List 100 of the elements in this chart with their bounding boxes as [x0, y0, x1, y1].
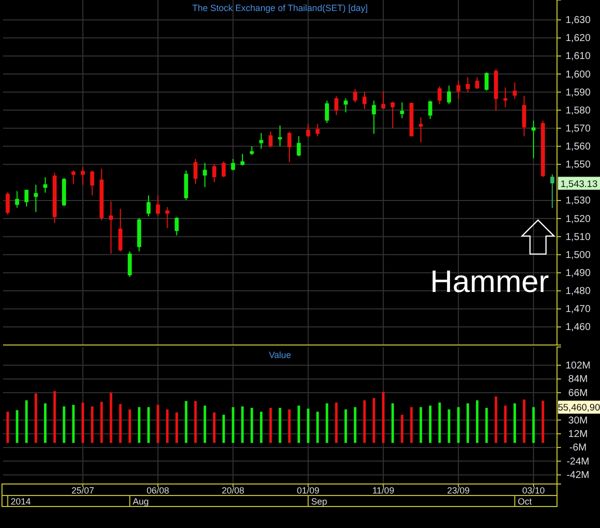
bar [363, 400, 366, 443]
y-tick-label: 1,550 [565, 160, 591, 171]
bar [194, 401, 197, 443]
y-tick-label: 84M [568, 374, 588, 386]
y-tick-label: 1,580 [565, 105, 591, 116]
bar [34, 393, 38, 443]
candlestick [259, 132, 264, 150]
bar [532, 407, 535, 443]
candlestick [146, 194, 151, 217]
candlestick [128, 250, 132, 278]
bar [250, 408, 254, 443]
bar [522, 400, 526, 443]
bar [138, 407, 140, 443]
candlestick [484, 72, 489, 92]
candlestick [353, 88, 358, 103]
candlestick [24, 189, 28, 207]
candlestick [287, 131, 292, 163]
bar [16, 410, 18, 443]
bar [306, 408, 310, 443]
bar [241, 406, 244, 443]
candlestick [90, 170, 94, 196]
text: 2014 [10, 496, 31, 506]
bar [428, 406, 432, 443]
bar [316, 412, 319, 443]
candlestick [475, 76, 480, 90]
bar [72, 404, 75, 443]
candlestick [6, 192, 10, 216]
candlestick [306, 123, 310, 138]
candlestick [231, 158, 236, 172]
bar [110, 392, 112, 443]
y-tick-label: 12M [568, 428, 588, 440]
x-tick-label: 01/09 [296, 486, 320, 496]
bar [156, 404, 160, 443]
annotation: Hammer [430, 264, 549, 300]
candlestick [240, 153, 244, 166]
x-tick-label: 23/09 [447, 486, 470, 496]
bar [298, 406, 300, 443]
bar [232, 407, 234, 443]
bar [448, 409, 450, 443]
bar [128, 409, 132, 443]
bar [504, 406, 507, 443]
y-tick-label: 1,600 [565, 69, 591, 80]
candlestick [268, 131, 273, 148]
candlestick [80, 166, 85, 186]
bar [269, 408, 272, 443]
bar [542, 400, 544, 443]
candlestick [193, 158, 198, 184]
candlestick [532, 120, 536, 159]
candlestick [418, 116, 423, 143]
bar [400, 414, 404, 443]
candlestick [316, 123, 320, 137]
bar [82, 402, 84, 443]
candlestick [428, 100, 432, 120]
bar [213, 412, 216, 443]
bar [119, 404, 122, 443]
candlestick [34, 184, 38, 213]
y-tick-label: 1,560 [565, 142, 591, 153]
y-tick-label: 1,570 [565, 123, 591, 134]
bar [100, 402, 103, 443]
bar [222, 414, 225, 443]
candlestick [456, 80, 460, 100]
y-tick-label: -24M [566, 456, 590, 468]
bar [288, 409, 291, 443]
x-tick-label: 11/09 [372, 486, 394, 496]
candlestick [118, 208, 122, 252]
candlestick [15, 190, 20, 208]
y-tick-label: 1,610 [565, 51, 591, 62]
bar [410, 407, 413, 443]
y-tick-label: 1,460 [565, 322, 591, 334]
candlestick [400, 102, 404, 119]
candlestick [212, 163, 216, 183]
x-tick-label: 06/08 [146, 486, 170, 496]
bar [391, 403, 394, 443]
bar [204, 406, 206, 443]
bar [260, 412, 262, 443]
candlestick [466, 76, 470, 93]
candlestick [165, 206, 170, 229]
bar [166, 409, 169, 443]
bar [485, 408, 488, 443]
candlestick [324, 100, 329, 124]
y-tick-label: 1,630 [565, 15, 591, 26]
candlestick [296, 136, 301, 157]
y-tick-label: -6M [569, 442, 587, 454]
bar [476, 400, 478, 443]
bar [62, 406, 66, 443]
candlestick [156, 194, 160, 216]
y-tick-label: 1,500 [565, 250, 591, 261]
candlestick [344, 98, 348, 113]
candlestick [447, 85, 452, 105]
candlestick [362, 91, 367, 110]
bar [6, 412, 9, 443]
candlestick [71, 170, 76, 184]
candlestick [372, 100, 376, 134]
candlestick [550, 174, 554, 209]
candlestick [390, 101, 395, 129]
y-tick-label: 66M [568, 388, 588, 399]
y-tick-label: 1,590 [565, 87, 591, 98]
y-tick-label: 1,530 [565, 196, 591, 207]
bar [175, 412, 178, 443]
y-tick-label: -42M [566, 470, 590, 482]
